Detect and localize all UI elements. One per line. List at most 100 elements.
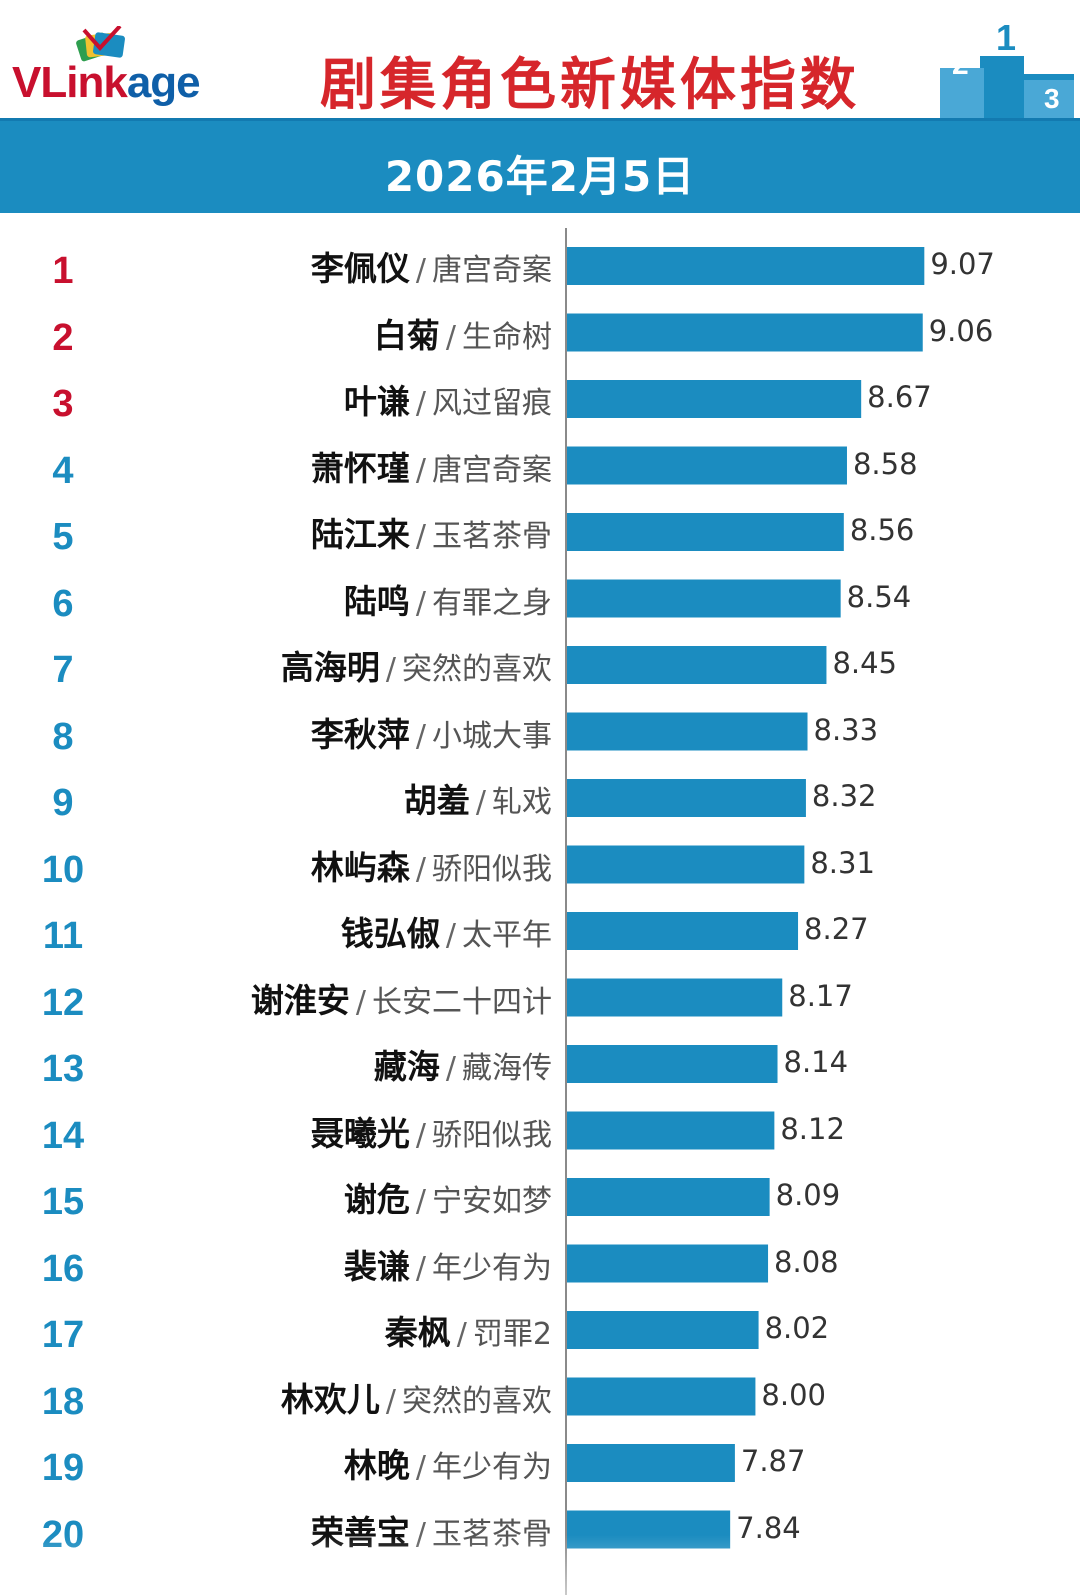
separator: /: [415, 1516, 426, 1552]
separator: /: [445, 1051, 456, 1086]
page-title: 剧集角色新媒体指数: [320, 53, 860, 118]
category-label: 高海明 / 突然的喜欢: [281, 641, 552, 689]
rank-number: 12: [41, 981, 85, 1024]
drama-title: 有罪之身: [432, 585, 552, 621]
character-name: 林屿森: [310, 847, 410, 887]
separator: /: [415, 718, 426, 754]
rank-number: 20: [41, 1513, 85, 1556]
separator: /: [415, 253, 426, 288]
character-name: 林晚: [343, 1446, 410, 1485]
bar: [567, 712, 808, 751]
character-name: 聂曦光: [310, 1113, 410, 1153]
data-label: 8.14: [783, 1045, 849, 1079]
svg-text:2: 2: [952, 48, 969, 81]
category-label: 钱弘俶 / 太平年: [341, 907, 552, 955]
separator: /: [456, 1317, 467, 1352]
category-label: 林屿森 / 骄阳似我: [311, 841, 552, 889]
character-name: 林欢儿: [280, 1379, 380, 1419]
data-label: 7.84: [736, 1510, 801, 1545]
drama-title: 轧戏: [492, 785, 552, 820]
category-label: 谢危 / 宁安如梦: [344, 1173, 552, 1221]
rank-number: 4: [52, 449, 74, 492]
data-label: 8.58: [852, 446, 918, 481]
podium-icon: 1 2 3: [940, 17, 1074, 118]
category-label: 林欢儿 / 突然的喜欢: [281, 1373, 552, 1421]
data-label: 8.02: [764, 1311, 830, 1345]
character-name: 李秋萍: [310, 714, 410, 754]
data-label: 9.07: [930, 247, 995, 281]
character-name: 藏海: [373, 1047, 440, 1086]
separator: /: [415, 1250, 426, 1286]
drama-title: 年少有为: [432, 1450, 552, 1485]
bar: [567, 513, 844, 551]
character-name: 陆鸣: [343, 581, 410, 621]
rank-number: 2: [52, 316, 74, 359]
separator: /: [385, 1383, 396, 1419]
separator: /: [475, 785, 486, 820]
data-label: 8.17: [788, 978, 853, 1013]
drama-title: 突然的喜欢: [402, 652, 552, 687]
date-label: 2026年2月5日: [384, 152, 696, 201]
drama-title: 玉茗茶骨: [432, 519, 552, 554]
data-label: 8.33: [813, 712, 879, 747]
category-label: 裴谦 / 年少有为: [344, 1240, 552, 1288]
rank-number: 11: [42, 915, 84, 957]
bar: [567, 380, 862, 418]
character-name: 荣善宝: [310, 1512, 410, 1552]
rank-number: 10: [41, 848, 85, 891]
separator: /: [415, 585, 426, 621]
category-label: 李佩仪 / 唐宫奇案: [311, 242, 552, 290]
category-label: 陆江来 / 玉茗茶骨: [311, 508, 552, 556]
rank-number: 6: [52, 582, 74, 625]
category-label: 林晚 / 年少有为: [344, 1439, 552, 1487]
rank-number: 3: [52, 383, 74, 425]
separator: /: [415, 1450, 426, 1485]
category-label: 萧怀瑾 / 唐宫奇案: [311, 442, 552, 490]
bar: [567, 1377, 756, 1416]
bar: [567, 779, 806, 817]
bar: [567, 1045, 778, 1083]
bar: [567, 845, 805, 884]
drama-title: 骄阳似我: [432, 851, 552, 887]
drama-title: 生命树: [462, 319, 552, 355]
drama-title: 突然的喜欢: [402, 1383, 552, 1419]
rank-number: 5: [52, 516, 74, 558]
rank-number: 1: [52, 250, 74, 292]
data-label: 8.56: [849, 513, 915, 547]
character-name: 李佩仪: [310, 249, 410, 288]
bar: [567, 247, 925, 285]
bar: [567, 1311, 759, 1349]
separator: /: [415, 1117, 426, 1153]
data-label: 8.27: [804, 912, 869, 946]
bar: [567, 912, 799, 950]
character-name: 胡羞: [403, 781, 470, 820]
rank-number: 9: [52, 782, 74, 824]
drama-title: 小城大事: [432, 718, 552, 754]
rank-number: 19: [41, 1447, 85, 1489]
ranking-bar-chart: 9.07 1 李佩仪 / 唐宫奇案 9.06 2 白菊 / 生命树 8.67 3 叶谦 / 风过留痕 8.58…: [0, 210, 1080, 1595]
bar: [567, 1178, 770, 1216]
character-name: 钱弘俶: [340, 914, 440, 953]
character-name: 谢危: [343, 1180, 410, 1219]
separator: /: [415, 519, 426, 554]
rank-number: 17: [41, 1314, 85, 1356]
rank-number: 16: [41, 1247, 85, 1290]
separator: /: [415, 386, 426, 421]
category-label: 叶谦 / 风过留痕: [344, 375, 552, 423]
character-name: 萧怀瑾: [310, 448, 410, 488]
data-label: 8.00: [761, 1377, 826, 1412]
drama-title: 太平年: [462, 918, 552, 953]
category-label: 李秋萍 / 小城大事: [311, 708, 552, 756]
category-label: 胡羞 / 轧戏: [404, 774, 552, 822]
data-label: 9.06: [928, 313, 994, 348]
category-label: 白菊 / 生命树: [374, 309, 552, 357]
data-label: 8.54: [846, 579, 912, 614]
category-label: 谢淮安 / 长安二十四计: [251, 974, 552, 1022]
rank-number: 14: [41, 1114, 85, 1157]
vlinkage-logo: VLinkage: [12, 26, 242, 107]
rank-number: 18: [41, 1380, 85, 1423]
category-label: 荣善宝 / 玉茗茶骨: [311, 1506, 552, 1554]
date-band: 2026年2月5日: [0, 118, 1080, 213]
character-name: 裴谦: [343, 1246, 410, 1286]
bar: [567, 1444, 735, 1482]
